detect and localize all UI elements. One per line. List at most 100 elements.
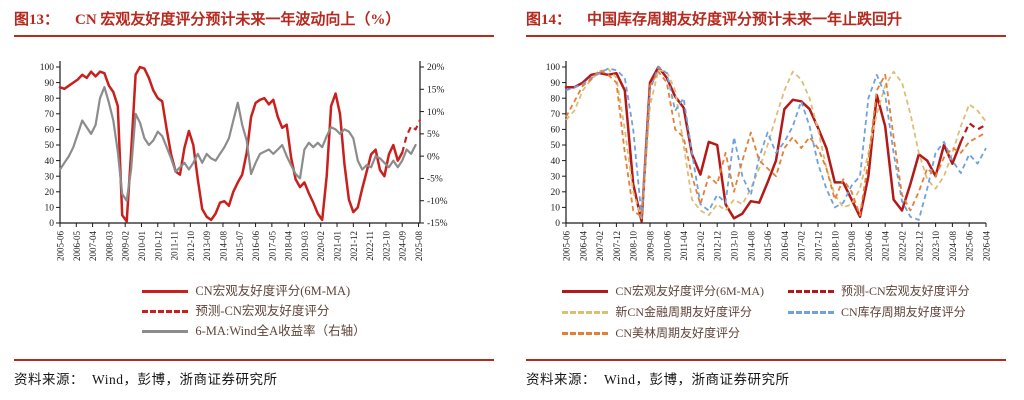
svg-text:60: 60 [551, 126, 561, 136]
svg-text:2020-06: 2020-06 [864, 231, 874, 261]
svg-text:80: 80 [45, 94, 55, 104]
svg-text:2010-01: 2010-01 [137, 231, 147, 261]
svg-text:2019-03: 2019-03 [300, 231, 310, 261]
legend-item: CN库存周期友好度评分 [788, 306, 970, 319]
figure-14-number: 图14： [526, 12, 572, 28]
svg-text:2019-08: 2019-08 [847, 231, 857, 261]
svg-text:100: 100 [546, 63, 561, 73]
svg-text:2024-08: 2024-08 [948, 231, 958, 261]
svg-text:30: 30 [45, 172, 55, 182]
svg-text:-15%: -15% [427, 219, 448, 229]
legend-item: 6-MA:Wind全A收益率（右轴） [142, 324, 366, 338]
figure-14-source-divider [526, 359, 1006, 361]
svg-text:2021-12: 2021-12 [349, 231, 359, 261]
svg-text:2025-06: 2025-06 [965, 231, 975, 261]
svg-text:2024-09: 2024-09 [398, 231, 408, 261]
figure-14-caption: 中国库存周期友好度评分预计未来一年止跌回升 [587, 12, 903, 28]
figure-13-caption: CN 宏观友好度评分预计未来一年波动向上（%） [75, 12, 401, 28]
legend-marker-dashed-line [142, 310, 189, 313]
svg-text:2016-06: 2016-06 [251, 231, 261, 261]
figure-13-legend: CN宏观友好度评分(6M-MA) 预测-CN宏观友好度评分 6-MA:Wind全A收… [142, 285, 366, 338]
svg-text:2007-04: 2007-04 [88, 231, 98, 261]
svg-text:2021-04: 2021-04 [881, 231, 891, 261]
svg-text:2009-02: 2009-02 [121, 231, 131, 261]
legend-item: 新CN金融周期友好度评分 [562, 306, 764, 319]
figure-13-chart: 0 10 20 30 40 50 60 70 80 90 100 20% 15% 10% 5% 0% -5% -1… [40, 61, 448, 261]
svg-text:2011-11: 2011-11 [170, 231, 180, 260]
legend-marker-solid-line [142, 330, 189, 333]
svg-text:2013-09: 2013-09 [202, 231, 212, 261]
svg-text:20: 20 [551, 188, 561, 198]
svg-text:2005-06: 2005-06 [56, 231, 66, 261]
legend-label: 预测-CN宏观友好度评分 [195, 304, 330, 318]
svg-text:100: 100 [40, 63, 55, 73]
svg-text:2022-12: 2022-12 [914, 231, 924, 261]
svg-text:2010-12: 2010-12 [153, 231, 163, 261]
svg-text:90: 90 [45, 79, 55, 89]
legend-label: CN宏观友好度评分(6M-MA) [615, 284, 764, 298]
svg-text:2005-06: 2005-06 [562, 231, 572, 261]
svg-text:2009-08: 2009-08 [646, 231, 656, 261]
svg-text:2006-04: 2006-04 [578, 231, 588, 261]
figure-14-panel: 图14： 中国库存周期友好度评分预计未来一年止跌回升 0 10 20 30 40 50 60 7… [512, 0, 1024, 400]
svg-text:50: 50 [45, 141, 55, 151]
svg-text:2023-10: 2023-10 [381, 231, 391, 261]
svg-text:2025-08: 2025-08 [414, 231, 424, 261]
legend-marker-solid-line [562, 290, 609, 293]
svg-text:2015-06: 2015-06 [763, 231, 773, 261]
figure-13-source-line: 资料来源： Wind，彭博，浙商证券研究所 [14, 368, 494, 388]
figure-13-source-divider [14, 359, 494, 361]
source-label: 资料来源： [14, 372, 84, 387]
legend-marker-solid-line [142, 290, 189, 293]
figure-13-panel: 图13： CN 宏观友好度评分预计未来一年波动向上（%） 0 10 20 30 40 50 6… [14, 10, 494, 394]
svg-text:2008-03: 2008-03 [104, 231, 114, 261]
svg-text:40: 40 [551, 157, 561, 167]
svg-text:2017-12: 2017-12 [814, 231, 824, 261]
svg-text:2013-10: 2013-10 [730, 231, 740, 261]
legend-label: 预测-CN宏观友好度评分 [841, 284, 970, 298]
figure-13-title: 图13： CN 宏观友好度评分预计未来一年波动向上（%） [14, 10, 494, 30]
legend-label: 6-MA:Wind全A收益率（右轴） [195, 324, 366, 338]
svg-text:60: 60 [45, 126, 55, 136]
svg-text:2011-04: 2011-04 [679, 231, 689, 261]
svg-text:2023-10: 2023-10 [931, 231, 941, 261]
svg-text:2015-07: 2015-07 [235, 231, 245, 261]
svg-text:15%: 15% [427, 85, 445, 95]
svg-text:2007-02: 2007-02 [595, 231, 605, 261]
legend-item: CN美林周期友好度评分 [562, 327, 764, 340]
legend-label: 新CN金融周期友好度评分 [615, 305, 752, 319]
figure-13-source-block: 资料来源： Wind，彭博，浙商证券研究所 [14, 359, 494, 394]
figure-13-title-divider [14, 35, 494, 37]
legend-marker-dashed-line [562, 332, 609, 335]
svg-text:0%: 0% [427, 152, 440, 162]
svg-text:70: 70 [551, 110, 561, 120]
svg-text:2026-04: 2026-04 [982, 231, 992, 261]
figure-14-title: 图14： 中国库存周期友好度评分预计未来一年止跌回升 [526, 10, 1006, 30]
svg-text:2018-10: 2018-10 [830, 231, 840, 261]
svg-text:5%: 5% [427, 130, 440, 140]
svg-text:20%: 20% [427, 63, 445, 73]
figure-14-source-block: 资料来源： Wind，彭博，浙商证券研究所 [526, 359, 1006, 394]
source-text: Wind，彭博，浙商证券研究所 [92, 372, 278, 387]
svg-text:2012-02: 2012-02 [696, 231, 706, 261]
svg-text:10: 10 [551, 204, 561, 214]
legend-label: CN宏观友好度评分(6M-MA) [195, 284, 351, 298]
figure-14-chart: 0 10 20 30 40 50 60 70 80 90 100 2005-06 2006-04 2007… [546, 61, 992, 261]
svg-text:20: 20 [45, 188, 55, 198]
legend-marker-dashed-line [788, 311, 834, 314]
source-label: 资料来源： [526, 372, 596, 387]
legend-marker-dashed-line [562, 311, 609, 314]
legend-item: 预测-CN宏观友好度评分 [788, 285, 970, 298]
svg-text:2014-08: 2014-08 [218, 231, 228, 261]
svg-text:2010-06: 2010-06 [662, 231, 672, 261]
svg-text:2017-02: 2017-02 [797, 231, 807, 261]
legend-item: 预测-CN宏观友好度评分 [142, 305, 365, 318]
svg-text:2021-01: 2021-01 [333, 231, 343, 261]
legend-item: CN宏观友好度评分(6M-MA) [142, 285, 365, 298]
svg-text:0: 0 [555, 219, 560, 229]
legend-marker-dashed-line [788, 290, 834, 293]
svg-text:80: 80 [551, 94, 561, 104]
svg-text:40: 40 [45, 157, 55, 167]
figure-14-legend: CN宏观友好度评分(6M-MA) 预测-CN宏观友好度评分新CN金融周期友好度评分… [526, 285, 1006, 340]
